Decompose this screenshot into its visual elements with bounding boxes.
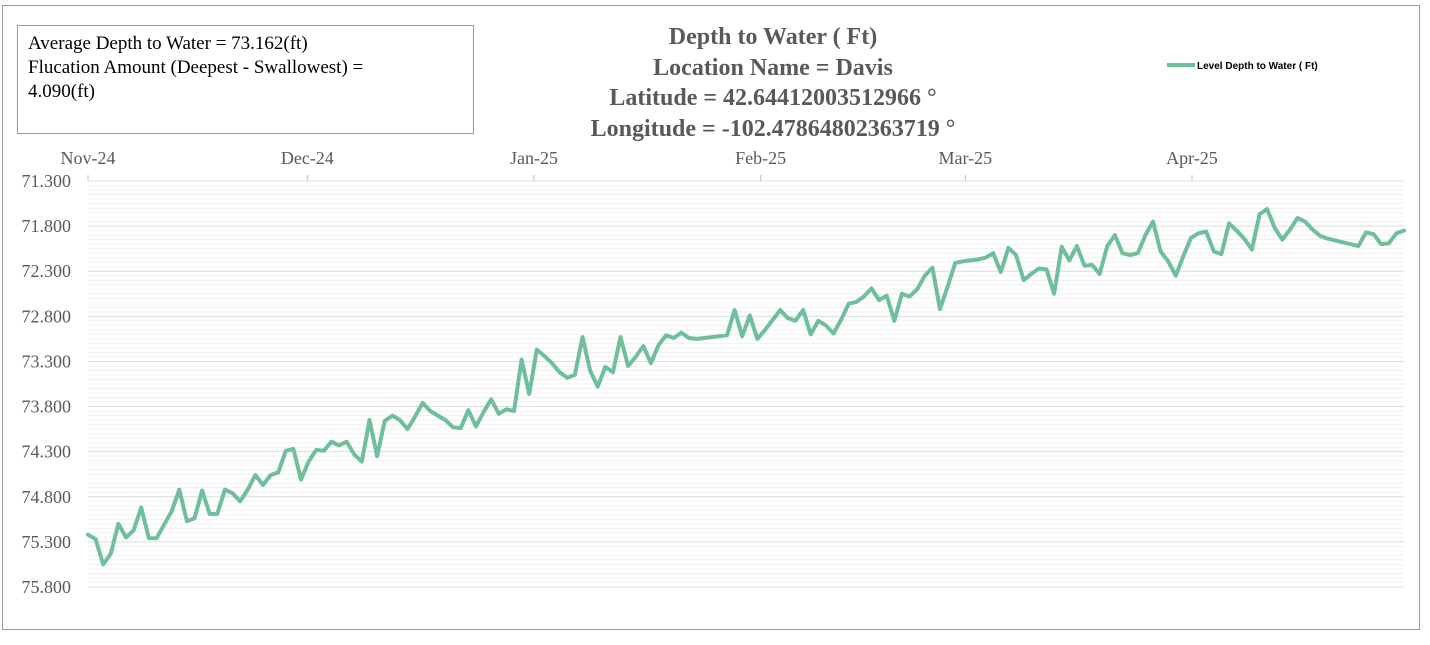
y-tick-label: 72.300 [22,261,72,281]
series-line [86,207,1406,567]
chart-frame [2,5,1420,630]
x-tick-label: Jan-25 [510,148,558,168]
x-axis-ticks: Nov-24 Dec-24 Jan-25 Feb-25 Mar-25 Apr-25 [61,148,1218,181]
location-subtitle: Location Name = Davis [653,54,893,81]
x-tick-label: Apr-25 [1166,148,1218,168]
fluctuation-value: 4.090(ft) [28,81,96,102]
y-tick-label: 71.800 [22,216,72,236]
y-tick-label: 72.800 [22,306,72,326]
latitude-subtitle: Latitude = 42.64412003512966 ° [609,85,937,111]
series-layer [86,207,1406,567]
stats-box: Average Depth to Water = 73.162(ft) Fluc… [17,25,474,134]
average-depth-text: Average Depth to Water = 73.162(ft) [28,33,308,54]
legend-label: Level Depth to Water ( Ft) [1197,61,1318,72]
chart-titles: Depth to Water ( Ft) Location Name = Dav… [520,22,1026,144]
y-tick-label: 74.300 [22,442,72,462]
y-tick-label: 73.800 [22,397,72,417]
legend: Level Depth to Water ( Ft) [1167,61,1318,72]
y-axis-ticks: 71.300 71.800 72.300 72.800 73.300 73.800 74.3… [22,171,72,597]
longitude-subtitle: Longitude = -102.47864802363719 ° [590,115,956,142]
chart-title: Depth to Water ( Ft) [668,24,878,50]
x-tick-label: Feb-25 [735,148,786,168]
y-tick-label: 73.300 [22,351,72,371]
y-tick-label: 71.300 [22,171,72,191]
y-tick-label: 75.300 [22,532,72,552]
fluctuation-label: Flucation Amount (Deepest - Swallowest) … [28,57,364,78]
x-tick-label: Dec-24 [281,148,334,168]
y-tick-label: 75.800 [22,577,72,597]
y-tick-label: 74.800 [22,487,72,507]
x-tick-label: Mar-25 [939,148,993,168]
x-tick-label: Nov-24 [61,148,116,168]
gridlines [88,180,1404,588]
